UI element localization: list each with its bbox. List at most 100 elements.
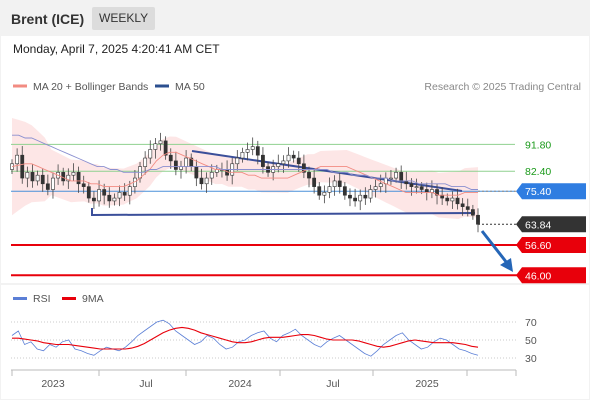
candle-body	[250, 146, 255, 150]
candle-body	[404, 180, 409, 185]
candle-body	[30, 172, 35, 182]
candle-body	[291, 154, 296, 159]
bollinger-band-fill	[12, 118, 478, 219]
candle-body	[296, 157, 301, 165]
candle-body	[194, 166, 199, 179]
level-label-91.80: 91.80	[525, 139, 551, 151]
bollinger-legend-swatch	[13, 84, 27, 88]
level-tag-75.40	[516, 183, 586, 200]
rsi-tick-30: 30	[525, 353, 537, 365]
chart-panel	[1, 36, 589, 399]
rsi-line	[11, 319, 479, 357]
candle-body	[419, 186, 424, 190]
candle-body	[332, 180, 337, 187]
candle-body	[409, 183, 414, 187]
candle-body	[255, 146, 260, 156]
candle-body	[430, 189, 434, 193]
candle-body	[81, 183, 86, 187]
candle-body	[122, 192, 127, 196]
candle-body	[301, 163, 306, 173]
level-labels: 91.80 82.40 75.40 63.84 56.60 46.00	[516, 139, 586, 284]
candle-body	[322, 192, 327, 196]
rsi-legend-swatch	[13, 297, 27, 300]
ma20-line	[11, 151, 478, 196]
x-tick-label-Jul: Jul	[326, 378, 339, 390]
candle-body	[460, 203, 465, 207]
candle-body	[66, 174, 71, 182]
candle-body	[25, 172, 30, 179]
header: Brent (ICE) WEEKLY	[0, 0, 590, 36]
candle-body	[281, 160, 286, 165]
candle-body	[97, 189, 101, 202]
candle-body	[307, 172, 311, 179]
candle-body	[168, 154, 173, 162]
candle-body	[204, 177, 209, 185]
candle-body	[117, 192, 122, 199]
candle-body	[378, 183, 383, 187]
candle-body	[40, 174, 45, 185]
candle-body	[158, 140, 163, 145]
level-tag-46.00	[516, 267, 586, 284]
candle-body	[450, 197, 455, 202]
forecast-arrow-head	[500, 258, 513, 272]
forecast-arrow	[480, 230, 513, 272]
candle-body	[127, 186, 132, 196]
candle-body	[86, 186, 91, 199]
ma50-line	[12, 134, 478, 190]
candle-body	[261, 154, 265, 167]
level-label-75.40: 75.40	[525, 186, 551, 198]
candle-body	[435, 189, 439, 196]
candle-body	[15, 154, 20, 165]
rsi-tick-70: 70	[525, 317, 537, 329]
candle-body	[148, 149, 153, 159]
candle-body	[153, 143, 158, 150]
timeframe-badge[interactable]: WEEKLY	[92, 7, 156, 30]
candle-body	[179, 166, 183, 170]
candle-body	[276, 163, 281, 167]
rsi-9ma-line	[12, 326, 479, 350]
candle-body	[317, 186, 322, 196]
support-trendline	[91, 212, 476, 216]
rsi-legend-label: RSI	[33, 293, 51, 305]
x-tick-label-2023: 2023	[41, 378, 65, 390]
candle-body	[76, 172, 81, 185]
bollinger-legend-label: MA 20 + Bollinger Bands	[33, 81, 148, 93]
candle-body	[51, 177, 55, 190]
candle-body	[184, 157, 189, 167]
candle-body	[424, 189, 429, 193]
level-label-63.84: 63.84	[525, 219, 551, 231]
candle-body	[143, 157, 148, 167]
candle-body	[45, 183, 50, 190]
candle-body	[358, 194, 363, 202]
level-tag-56.60	[516, 236, 586, 253]
candle-body	[465, 206, 470, 210]
level-label-56.60: 56.60	[525, 240, 551, 252]
candle-body	[455, 197, 460, 205]
candle-body	[20, 154, 25, 179]
instrument-title: Brent (ICE)	[11, 11, 85, 27]
candle-body	[394, 172, 398, 179]
candle-body	[337, 180, 342, 187]
candle-body	[235, 157, 240, 165]
candle-body	[363, 194, 368, 199]
timestamp: Monday, April 7, 2025 4:20:41 AM CET	[13, 42, 220, 56]
research-credit: Research © 2025 Trading Central	[424, 81, 581, 93]
candle-body	[163, 140, 168, 156]
x-tick-label-2024: 2024	[228, 378, 252, 390]
candle-body	[199, 177, 204, 185]
candle-body	[92, 197, 96, 202]
level-label-46.00: 46.00	[525, 270, 551, 282]
candle-body	[71, 172, 76, 176]
ma50-legend-label: MA 50	[175, 81, 205, 93]
candle-body	[470, 209, 475, 216]
candle-body	[342, 186, 347, 196]
candle-body	[107, 194, 112, 202]
candle-body	[389, 177, 393, 180]
forecast-arrow-line	[480, 230, 509, 264]
candle-body	[373, 186, 378, 190]
candle-body	[312, 177, 317, 187]
candle-body	[173, 160, 178, 170]
9ma-legend-swatch	[62, 297, 76, 300]
candle-body	[399, 172, 404, 182]
